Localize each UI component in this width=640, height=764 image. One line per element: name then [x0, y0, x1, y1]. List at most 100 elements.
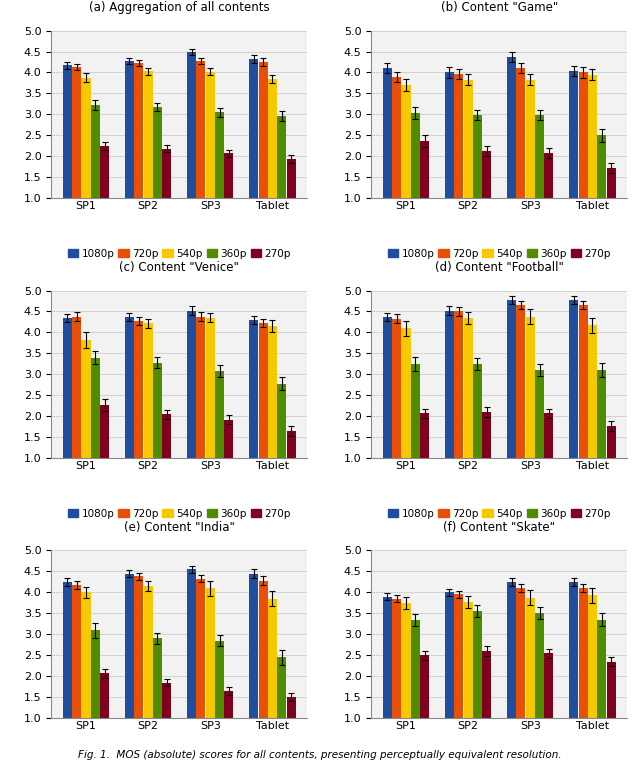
Bar: [205, 72, 215, 199]
Bar: [72, 584, 81, 718]
Bar: [545, 653, 554, 718]
Bar: [72, 316, 81, 458]
Bar: [215, 371, 224, 458]
Bar: [516, 305, 525, 458]
Bar: [483, 412, 492, 458]
Bar: [134, 321, 143, 458]
Bar: [483, 651, 492, 718]
Bar: [259, 581, 268, 718]
Bar: [268, 326, 277, 458]
Text: Fig. 1.  MOS (absolute) scores for all contents, presenting perceptually equival: Fig. 1. MOS (absolute) scores for all co…: [78, 750, 562, 760]
Bar: [249, 320, 259, 458]
Bar: [163, 149, 172, 199]
Bar: [125, 61, 134, 199]
Bar: [579, 73, 588, 199]
Bar: [287, 431, 296, 458]
Bar: [569, 71, 579, 199]
Bar: [196, 61, 205, 199]
Bar: [392, 599, 401, 718]
Bar: [215, 112, 224, 199]
Bar: [401, 603, 410, 718]
Bar: [72, 67, 81, 199]
Bar: [205, 318, 215, 458]
Bar: [535, 371, 544, 458]
Bar: [483, 151, 492, 199]
Bar: [91, 105, 100, 199]
Bar: [507, 582, 516, 718]
Bar: [125, 317, 134, 458]
Bar: [597, 620, 606, 718]
Title: (d) Content "Football": (d) Content "Football": [435, 261, 564, 274]
Bar: [268, 599, 277, 718]
Bar: [143, 71, 153, 199]
Bar: [516, 588, 525, 718]
Bar: [91, 630, 100, 718]
Bar: [454, 594, 463, 718]
Bar: [525, 317, 535, 458]
Bar: [597, 371, 606, 458]
Bar: [277, 115, 286, 199]
Bar: [607, 426, 616, 458]
Bar: [153, 107, 162, 199]
Bar: [81, 77, 90, 199]
Legend: 1080p, 720p, 540p, 360p, 270p: 1080p, 720p, 540p, 360p, 270p: [68, 249, 291, 259]
Bar: [153, 363, 162, 458]
Bar: [287, 698, 296, 718]
Bar: [163, 682, 172, 718]
Bar: [383, 317, 392, 458]
Bar: [445, 311, 454, 458]
Bar: [187, 311, 196, 458]
Bar: [420, 656, 429, 718]
Bar: [268, 79, 277, 199]
Bar: [225, 154, 234, 199]
Bar: [588, 595, 597, 718]
Bar: [473, 364, 482, 458]
Bar: [525, 79, 535, 199]
Bar: [445, 592, 454, 718]
Bar: [569, 582, 579, 718]
Bar: [100, 673, 109, 718]
Title: (e) Content "India": (e) Content "India": [124, 521, 235, 534]
Bar: [287, 159, 296, 199]
Bar: [215, 640, 224, 718]
Bar: [81, 592, 90, 718]
Bar: [81, 340, 90, 458]
Bar: [525, 597, 535, 718]
Bar: [463, 602, 473, 718]
Bar: [588, 75, 597, 199]
Bar: [259, 62, 268, 199]
Bar: [383, 68, 392, 199]
Bar: [259, 323, 268, 458]
Bar: [411, 364, 420, 458]
Bar: [463, 79, 473, 199]
Bar: [187, 53, 196, 199]
Legend: 1080p, 720p, 540p, 360p, 270p: 1080p, 720p, 540p, 360p, 270p: [388, 249, 611, 259]
Bar: [545, 154, 554, 199]
Bar: [63, 66, 72, 199]
Bar: [125, 574, 134, 718]
Bar: [607, 167, 616, 199]
Bar: [249, 574, 259, 718]
Bar: [516, 68, 525, 199]
Bar: [196, 316, 205, 458]
Bar: [579, 305, 588, 458]
Bar: [100, 405, 109, 458]
Bar: [545, 413, 554, 458]
Bar: [63, 582, 72, 718]
Bar: [507, 300, 516, 458]
Bar: [411, 113, 420, 199]
Bar: [196, 578, 205, 718]
Bar: [401, 329, 410, 458]
Bar: [597, 135, 606, 199]
Bar: [143, 586, 153, 718]
Bar: [277, 384, 286, 458]
Bar: [411, 620, 420, 718]
Bar: [535, 115, 544, 199]
Bar: [205, 588, 215, 718]
Bar: [277, 657, 286, 718]
Bar: [143, 323, 153, 458]
Bar: [535, 613, 544, 718]
Bar: [420, 141, 429, 199]
Bar: [445, 73, 454, 199]
Bar: [153, 639, 162, 718]
